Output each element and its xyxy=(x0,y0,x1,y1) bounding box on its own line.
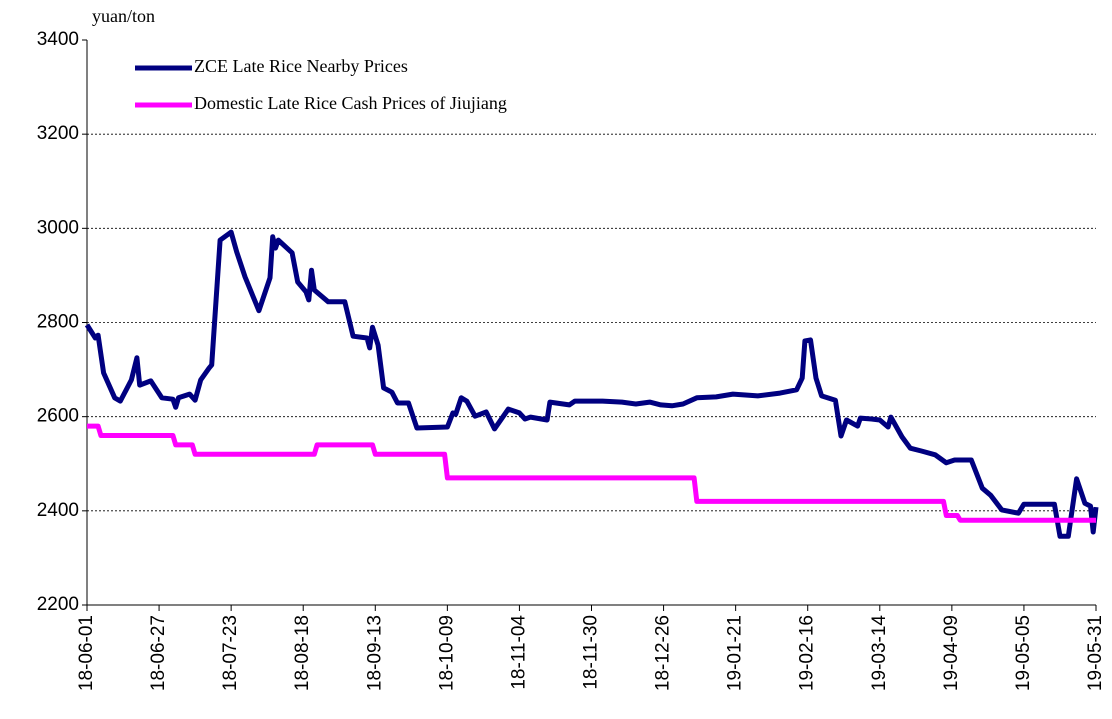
x-tick-label: 18-06-01 xyxy=(76,615,97,691)
x-tick-label: 18-08-18 xyxy=(292,615,313,691)
x-tick-label: 18-09-13 xyxy=(364,615,385,691)
x-tick-label: 19-02-16 xyxy=(797,615,818,691)
y-tick-label: 2200 xyxy=(37,594,79,615)
y-tick-label: 3000 xyxy=(37,217,79,238)
y-tick-label: 2800 xyxy=(37,312,79,333)
x-tick-label: 18-11-04 xyxy=(508,615,529,690)
x-tick-label: 19-05-05 xyxy=(1013,615,1034,691)
y-tick-label: 3200 xyxy=(37,123,79,144)
y-axis-label: yuan/ton xyxy=(92,6,155,26)
x-tick-label: 19-03-14 xyxy=(869,615,890,691)
legend-label: Domestic Late Rice Cash Prices of Jiujia… xyxy=(194,93,507,113)
y-tick-label: 2600 xyxy=(37,406,79,427)
x-tick-label: 19-01-21 xyxy=(725,615,746,691)
x-tick-label: 19-05-31 xyxy=(1085,615,1106,691)
legend-label: ZCE Late Rice Nearby Prices xyxy=(194,56,408,76)
y-tick-label: 2400 xyxy=(37,500,79,521)
x-tick-label: 18-12-26 xyxy=(653,615,674,691)
x-tick-label: 18-11-30 xyxy=(581,615,602,690)
x-tick-label: 18-06-27 xyxy=(148,615,169,691)
x-tick-label: 18-10-09 xyxy=(436,615,457,691)
x-tick-label: 19-04-09 xyxy=(941,615,962,691)
data-line xyxy=(84,229,1099,539)
x-tick-label: 18-07-23 xyxy=(220,615,241,691)
data-line xyxy=(87,423,1096,523)
y-tick-label: 3400 xyxy=(37,29,79,50)
